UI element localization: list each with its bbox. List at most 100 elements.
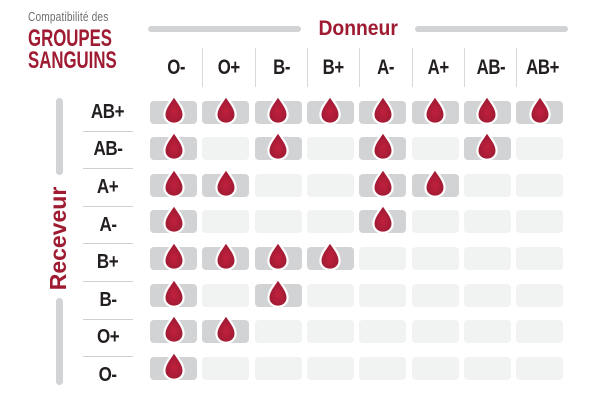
compat-cell-o-pos-b-neg [254, 314, 307, 351]
compat-cell-o-pos-a-pos [411, 314, 464, 351]
compat-cell-a-neg-o-neg [150, 203, 202, 241]
compat-cell-compatible [150, 277, 197, 308]
compat-cell-compatible [306, 240, 354, 271]
blood-drop-icon [319, 240, 342, 271]
receiver-row-label-text: AB- [93, 138, 123, 161]
receiver-row-label-o-neg: O- [83, 356, 133, 394]
compat-cell-b-neg-b-neg [254, 277, 307, 314]
donor-col-header-label: A- [377, 55, 395, 79]
blood-drop-icon [319, 94, 342, 125]
brand-title-line1: GROUPES [28, 25, 113, 52]
compat-cell-incompatible [516, 356, 564, 380]
compat-cell-incompatible [306, 137, 354, 161]
receiver-row-label-text: O- [98, 363, 118, 386]
compat-cell-compatible [411, 167, 459, 198]
compat-cell-ab-pos-b-neg [254, 94, 307, 131]
compat-cell-o-neg-a-pos [411, 350, 464, 387]
donor-col-header-a-neg: A- [359, 48, 411, 87]
compat-cell-compatible [150, 167, 197, 198]
compat-cell-ab-neg-b-neg [254, 130, 307, 168]
compat-cell-b-neg-ab-pos [516, 277, 568, 314]
compat-cell-b-pos-ab-neg [463, 240, 516, 277]
receiver-row-label-text: A+ [97, 175, 119, 198]
compat-cell-b-neg-a-neg [359, 277, 411, 314]
compat-cell-ab-pos-b-pos [306, 94, 359, 131]
receiver-row-labels: AB+ AB- A+ A- B+ B- O+ O- [83, 94, 133, 394]
compat-cell-compatible [254, 277, 302, 308]
donor-col-header-b-neg: B- [254, 48, 307, 87]
compat-cell-o-pos-ab-neg [463, 314, 516, 351]
compat-cell-b-pos-ab-pos [516, 240, 568, 277]
compat-cell-incompatible [411, 283, 459, 307]
blood-drop-icon [372, 94, 394, 125]
donor-col-header-o-pos: O+ [202, 48, 254, 87]
blood-drop-icon [162, 203, 185, 235]
compat-cell-incompatible [516, 283, 564, 307]
donor-col-header-o-neg: O- [150, 48, 202, 87]
compat-cell-o-pos-o-neg [150, 313, 202, 351]
compat-cell-compatible [306, 94, 354, 125]
compat-cell-incompatible [254, 210, 302, 234]
compat-cell-compatible [411, 94, 459, 125]
compat-cell-incompatible [411, 246, 459, 270]
compat-cell-incompatible [516, 246, 564, 270]
compat-cell-incompatible [463, 356, 511, 380]
compat-cell-o-neg-a-neg [359, 350, 411, 387]
compat-cell-compatible [359, 203, 407, 235]
donor-col-header-ab-pos: AB+ [516, 48, 568, 87]
compat-cell-b-neg-ab-neg [463, 277, 516, 314]
compat-cell-b-pos-a-pos [411, 240, 464, 277]
compat-cell-incompatible [411, 210, 459, 234]
compat-cell-compatible [150, 94, 197, 125]
compat-cell-incompatible [254, 173, 302, 197]
compat-cell-b-pos-o-neg [150, 240, 202, 277]
receiver-axis-bar-top [56, 98, 63, 175]
compat-cell-o-pos-a-neg [359, 314, 411, 351]
compat-cell-compatible [150, 240, 197, 271]
compat-cell-b-neg-b-pos [306, 277, 359, 314]
compat-cell-ab-neg-a-neg [359, 130, 411, 168]
compat-cell-compatible [254, 130, 302, 162]
compat-cell-o-pos-b-pos [306, 314, 359, 351]
compat-cell-ab-pos-o-neg [150, 94, 202, 131]
compat-cell-b-pos-o-pos [202, 240, 254, 277]
compat-cell-a-pos-ab-neg [463, 167, 516, 204]
compat-cell-compatible [202, 94, 250, 125]
donor-col-header-label: A+ [427, 55, 450, 79]
compat-cell-ab-pos-a-pos [411, 94, 464, 131]
compat-cell-a-pos-b-pos [306, 167, 359, 204]
compat-cell-a-pos-b-neg [254, 167, 307, 204]
compat-cell-incompatible [306, 173, 354, 197]
compat-cell-compatible [202, 240, 250, 271]
compat-cell-incompatible [463, 320, 511, 344]
compat-cell-incompatible [202, 283, 250, 307]
compatibility-grid [150, 94, 569, 387]
compat-cell-incompatible [202, 356, 250, 380]
compat-cell-compatible [359, 130, 407, 162]
compat-cell-a-pos-o-neg [150, 167, 202, 204]
donor-axis-title: Donneur [318, 17, 398, 40]
compat-cell-ab-pos-a-neg [359, 94, 411, 131]
compat-cell-incompatible [411, 320, 459, 344]
compat-cell-a-pos-o-pos [202, 167, 254, 204]
donor-axis-bar-left [148, 26, 301, 32]
blood-drop-icon [424, 167, 446, 198]
compat-cell-compatible [150, 203, 197, 235]
blood-drop-icon [476, 130, 499, 162]
compat-cell-b-neg-o-neg [150, 277, 202, 314]
compat-cell-ab-pos-ab-pos [516, 94, 568, 131]
compat-cell-incompatible [254, 320, 302, 344]
compat-cell-compatible [150, 350, 197, 381]
receiver-row-label-a-neg: A- [83, 205, 133, 244]
compat-cell-a-neg-a-neg [359, 203, 411, 241]
compat-cell-b-neg-a-pos [411, 277, 464, 314]
brand-block: Compatibilité des GROUPES SANGUINS [28, 9, 155, 73]
blood-drop-icon [162, 277, 185, 308]
compat-cell-incompatible [359, 283, 407, 307]
compat-cell-incompatible [411, 356, 459, 380]
blood-drop-icon [162, 94, 185, 125]
compat-cell-a-neg-o-pos [202, 204, 254, 241]
compat-cell-incompatible [516, 210, 564, 234]
donor-col-headers: O- O+ B- B+ A- A+ AB- AB+ [150, 48, 569, 87]
compat-cell-ab-pos-o-pos [202, 94, 254, 131]
